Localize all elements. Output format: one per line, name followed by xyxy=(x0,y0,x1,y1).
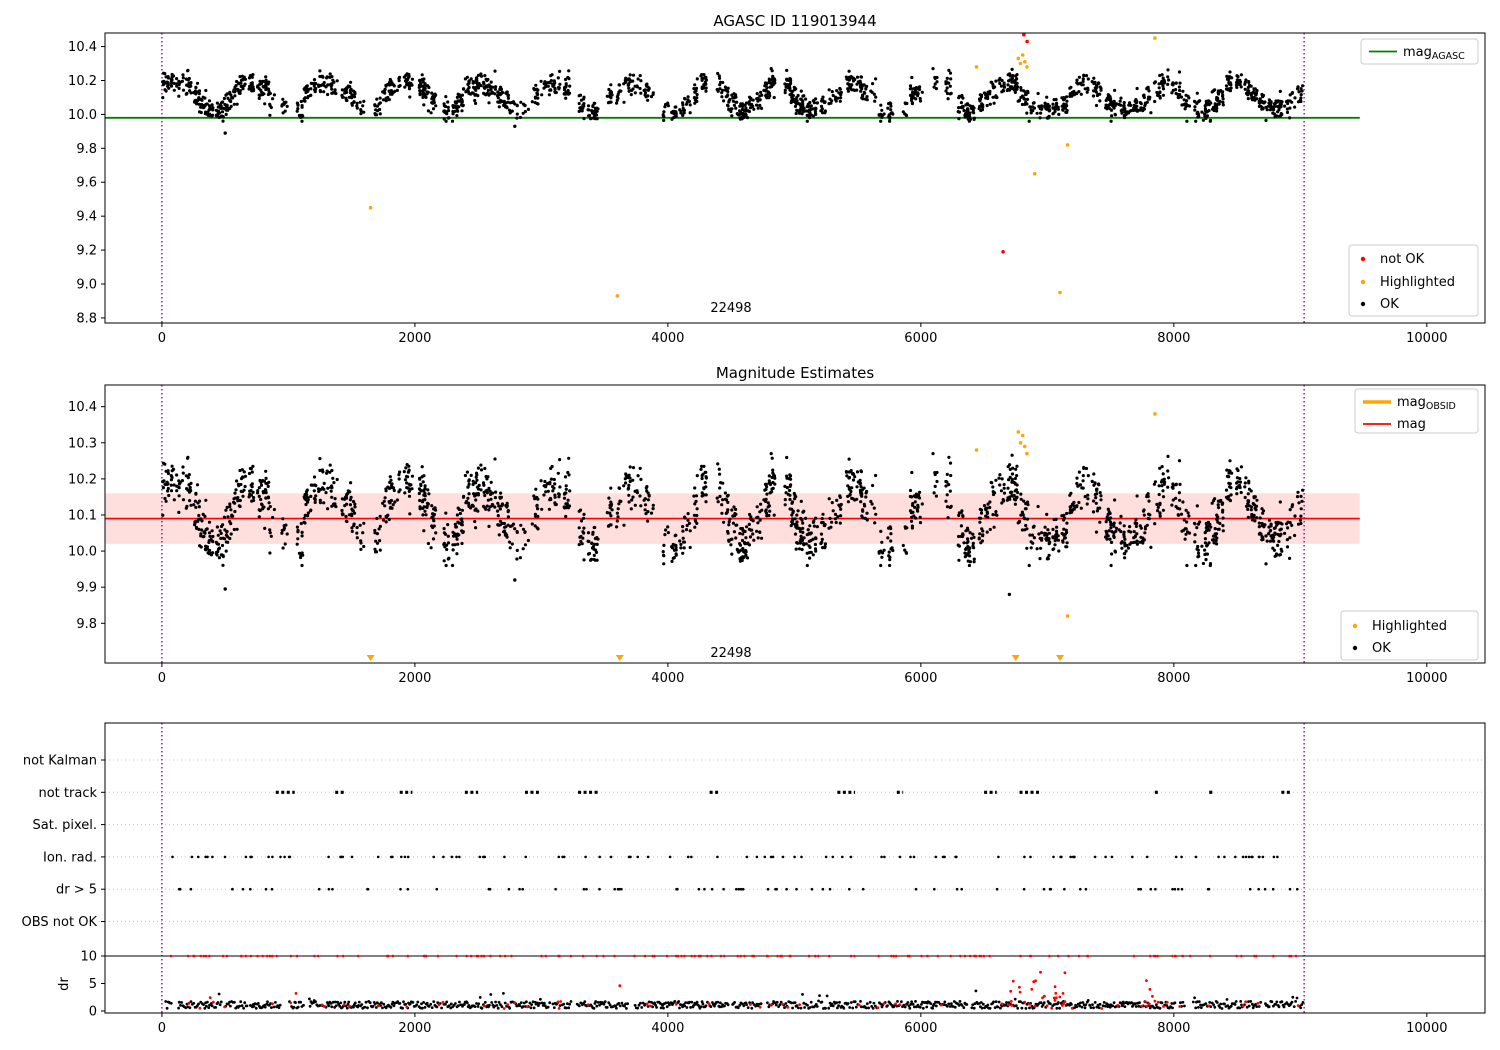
y-tick-label: 10.3 xyxy=(68,436,97,451)
dr-flagged-single-points xyxy=(294,984,622,995)
dr-tick-label: 10 xyxy=(80,950,97,965)
legend-label-mag-agasc: magAGASC xyxy=(1403,45,1465,62)
flag-category-label: OBS not OK xyxy=(22,915,98,930)
x-tick-label: 2000 xyxy=(398,671,431,686)
x-tick-label: 4000 xyxy=(651,1021,684,1036)
ok-marker xyxy=(1360,301,1366,307)
highlighted-marker xyxy=(1352,623,1358,629)
legend-top-point-categories: not OK Highlighted OK xyxy=(1348,244,1479,317)
ok-marker xyxy=(1352,645,1358,651)
top-obsid-annotation: 22498 xyxy=(710,301,751,316)
top-plot-title: AGASC ID 119013944 xyxy=(713,12,876,30)
y-tick-label: 9.0 xyxy=(76,277,97,292)
legend-label-mag-obsid: magOBSID xyxy=(1397,395,1456,412)
legend-mag-agasc: magAGASC xyxy=(1360,38,1479,65)
y-tick-label: 9.2 xyxy=(76,244,97,259)
x-tick-label: 10000 xyxy=(1406,1021,1447,1036)
flag-category-label: not track xyxy=(38,786,97,801)
flag-category-label: not Kalman xyxy=(23,754,97,769)
legend-label-mag: mag xyxy=(1397,417,1426,432)
x-tick-label: 8000 xyxy=(1157,331,1190,346)
not-ok-marker xyxy=(1360,256,1366,262)
legend-label-highlighted: Highlighted xyxy=(1372,619,1447,634)
x-tick-label: 6000 xyxy=(904,671,937,686)
dr-flagged-cluster-points xyxy=(1000,970,1067,1007)
y-tick-label: 10.4 xyxy=(68,40,97,55)
x-tick-label: 4000 xyxy=(651,331,684,346)
middle-plot-frame xyxy=(104,384,1486,664)
x-tick-label: 10000 xyxy=(1406,331,1447,346)
y-tick-label: 9.9 xyxy=(76,581,97,596)
y-tick-label: 8.8 xyxy=(76,311,97,326)
x-tick-label: 10000 xyxy=(1406,671,1447,686)
x-tick-label: 0 xyxy=(158,671,166,686)
middle-obsid-annotation: 22498 xyxy=(710,646,751,661)
dr-tick-label: 0 xyxy=(89,1005,97,1020)
flag-category-label: Ion. rad. xyxy=(43,850,97,865)
top-plot-frame xyxy=(104,32,1486,324)
y-tick-label: 9.6 xyxy=(76,176,97,191)
legend-label-ok: OK xyxy=(1380,297,1399,312)
x-tick-label: 2000 xyxy=(398,1021,431,1036)
x-tick-label: 6000 xyxy=(904,331,937,346)
legend-frame xyxy=(1354,388,1479,434)
y-tick-label: 10.0 xyxy=(68,108,97,123)
x-tick-label: 4000 xyxy=(651,671,684,686)
x-tick-label: 0 xyxy=(158,331,166,346)
highlighted-points xyxy=(974,412,1157,618)
below-axis-marker xyxy=(366,655,375,661)
bottom-plot-frame xyxy=(104,722,1486,1014)
y-tick-label: 9.4 xyxy=(76,210,97,225)
middle-plot: 0 2000 4000 6000 8000 10000 9.8 9.9 10.0 10.1 10.2… xyxy=(68,384,1486,686)
dr-trace-flagged-points xyxy=(187,996,1300,1010)
ok-points xyxy=(161,452,1305,568)
legend-mag-lines: magOBSID mag xyxy=(1354,388,1479,434)
x-tick-label: 6000 xyxy=(904,1021,937,1036)
ok-points xyxy=(161,67,1305,123)
highlighted-points xyxy=(368,36,1157,298)
y-tick-label: 9.8 xyxy=(76,617,97,632)
bottom-plot: 0 2000 4000 6000 8000 10000 not Kalman not trac… xyxy=(22,722,1486,1036)
y-tick-label: 10.1 xyxy=(68,508,97,523)
legend-middle-point-categories: Highlighted OK xyxy=(1340,610,1479,661)
flag-category-label: dr > 5 xyxy=(56,883,97,898)
dr-axis-label: dr xyxy=(57,977,72,991)
legend-label-highlighted: Highlighted xyxy=(1380,275,1455,290)
x-tick-label: 8000 xyxy=(1157,671,1190,686)
y-tick-label: 9.8 xyxy=(76,142,97,157)
dr-tick-label: 5 xyxy=(89,977,97,992)
x-tick-label: 0 xyxy=(158,1021,166,1036)
dr-flagged-cluster-points xyxy=(1144,979,1169,1006)
top-plot: 0 2000 4000 6000 8000 10000 8.8 9.0 9.2 9.4 9.6 9.8… xyxy=(68,32,1486,346)
highlighted-marker xyxy=(1360,279,1366,285)
below-axis-marker xyxy=(615,655,624,661)
legend-label-not-ok: not OK xyxy=(1380,252,1425,267)
ok-outlier-points xyxy=(223,124,517,135)
legend-label-ok: OK xyxy=(1372,641,1391,656)
not-ok-points xyxy=(1001,32,1029,254)
y-tick-label: 10.4 xyxy=(68,400,97,415)
x-tick-label: 2000 xyxy=(398,331,431,346)
flag-category-label: Sat. pixel. xyxy=(33,818,97,833)
legend-frame xyxy=(1348,244,1479,317)
dr-trace-points xyxy=(164,989,1305,1010)
below-axis-marker xyxy=(1055,655,1064,661)
middle-plot-title: Magnitude Estimates xyxy=(716,364,874,382)
x-tick-label: 8000 xyxy=(1157,1021,1190,1036)
below-axis-marker xyxy=(1011,655,1020,661)
y-tick-label: 10.2 xyxy=(68,74,97,89)
ok-outlier-points xyxy=(223,578,1012,597)
legend-frame xyxy=(1360,38,1479,65)
y-tick-label: 10.0 xyxy=(68,545,97,560)
y-tick-label: 10.2 xyxy=(68,472,97,487)
legend-frame xyxy=(1340,610,1479,661)
